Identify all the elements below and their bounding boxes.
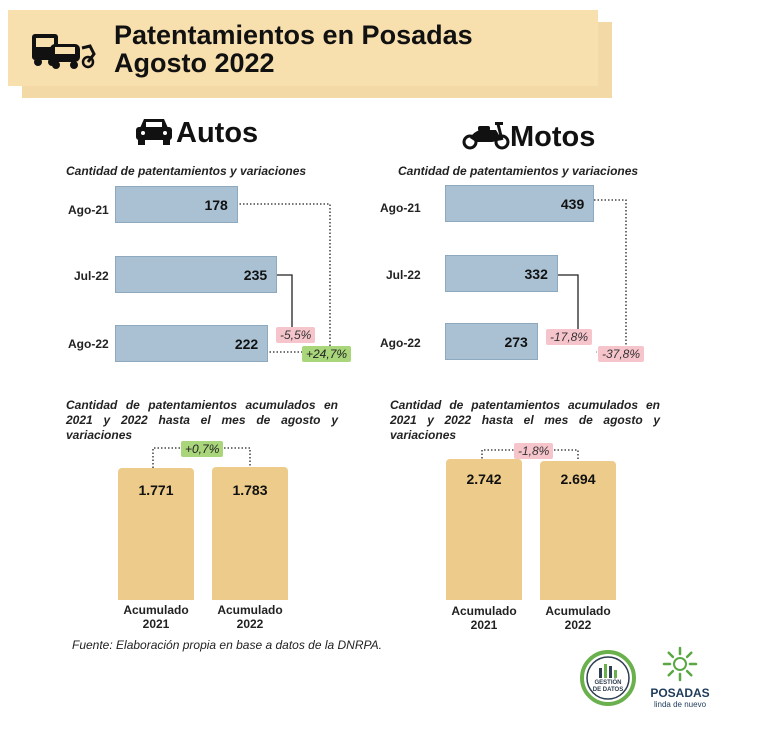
motos-accum-subtitle: Cantidad de patentamientos acumulados en… [390, 398, 660, 442]
label-autos-acum-2022: Acumulado 2022 [202, 603, 298, 631]
row-label-ago21: Ago-21 [380, 201, 421, 215]
badge-autos-yearly-var: +24,7% [302, 346, 352, 362]
badge-autos-monthly-var: -5,5% [276, 327, 316, 343]
car-icon [134, 116, 174, 151]
bar-autos-jul22 [115, 256, 278, 293]
bar-autos-acum-2022 [212, 467, 288, 600]
bar-motos-acum-2022 [540, 461, 616, 600]
bar-autos-ago21 [115, 186, 238, 223]
label-motos-acum-2021: Acumulado 2021 [436, 604, 532, 632]
bar-motos-acum-2021 [446, 458, 522, 600]
label-line: 2021 [470, 618, 498, 632]
row-label-ago22: Ago-22 [68, 337, 109, 351]
bar-autos-ago22 [115, 325, 269, 362]
logo-text-line2: DE DATOS [592, 687, 624, 693]
row-label-jul22: Jul-22 [74, 269, 109, 283]
motos-monthly-subtitle: Cantidad de patentamientos y variaciones [398, 164, 639, 178]
label-line: Acumulado [545, 604, 611, 618]
badge-autos-acum-var: +0,7% [181, 441, 224, 457]
badge-motos-acum-var: -1,8% [514, 443, 554, 459]
bar-motos-jul22 [445, 255, 558, 292]
logo-text-line1: GESTIÓN [594, 680, 622, 686]
value-autos-ago22: 222 [234, 336, 259, 352]
vehicles-icon [30, 30, 100, 79]
autos-title: Autos [176, 117, 259, 149]
label-line: 2022 [564, 618, 592, 632]
page-title-line2: Agosto 2022 [114, 48, 275, 78]
badge-motos-monthly-var: -17,8% [546, 329, 593, 345]
page-title-line1: Patentamientos en Posadas [114, 20, 473, 50]
value-autos-acum-2021: 1.771 [138, 482, 174, 498]
label-line: Acumulado [217, 603, 283, 617]
bar-autos-acum-2021 [118, 468, 194, 600]
row-label-ago21: Ago-21 [68, 203, 109, 217]
label-line: Acumulado [451, 604, 517, 618]
value-motos-acum-2022: 2.694 [560, 471, 596, 487]
row-label-jul22: Jul-22 [386, 268, 421, 282]
header-banner [8, 10, 598, 86]
value-motos-acum-2021: 2.742 [466, 471, 502, 487]
value-motos-ago22: 273 [504, 334, 528, 350]
value-autos-acum-2022: 1.783 [232, 482, 268, 498]
value-motos-ago21: 439 [560, 196, 585, 212]
value-motos-jul22: 332 [524, 266, 548, 282]
scooter-icon [462, 120, 510, 155]
posadas-logo: POSADAS linda de nuevo [640, 646, 720, 712]
label-line: 2021 [142, 617, 170, 631]
label-autos-acum-2021: Acumulado 2021 [108, 603, 204, 631]
posadas-logo-tagline: linda de nuevo [653, 700, 707, 709]
bar-motos-ago22 [445, 323, 538, 360]
value-autos-ago21: 178 [204, 197, 228, 213]
source-note: Fuente: Elaboración propia en base a dat… [72, 638, 382, 652]
sun-icon [662, 646, 698, 682]
bar-motos-ago21 [445, 185, 595, 222]
autos-accum-subtitle: Cantidad de patentamientos acumulados en… [66, 398, 338, 442]
gestion-de-datos-logo: GESTIÓN DE DATOS [580, 650, 636, 706]
motos-title: Motos [510, 121, 596, 153]
label-motos-acum-2022: Acumulado 2022 [530, 604, 626, 632]
value-autos-jul22: 235 [243, 267, 268, 283]
autos-monthly-subtitle: Cantidad de patentamientos y variaciones [66, 164, 307, 178]
posadas-logo-name: POSADAS [650, 686, 710, 700]
row-label-ago22: Ago-22 [380, 336, 421, 350]
badge-motos-yearly-var: -37,8% [598, 346, 645, 362]
page-title: Patentamientos en Posadas Agosto 2022 [114, 21, 473, 77]
label-line: Acumulado [123, 603, 189, 617]
label-line: 2022 [236, 617, 264, 631]
